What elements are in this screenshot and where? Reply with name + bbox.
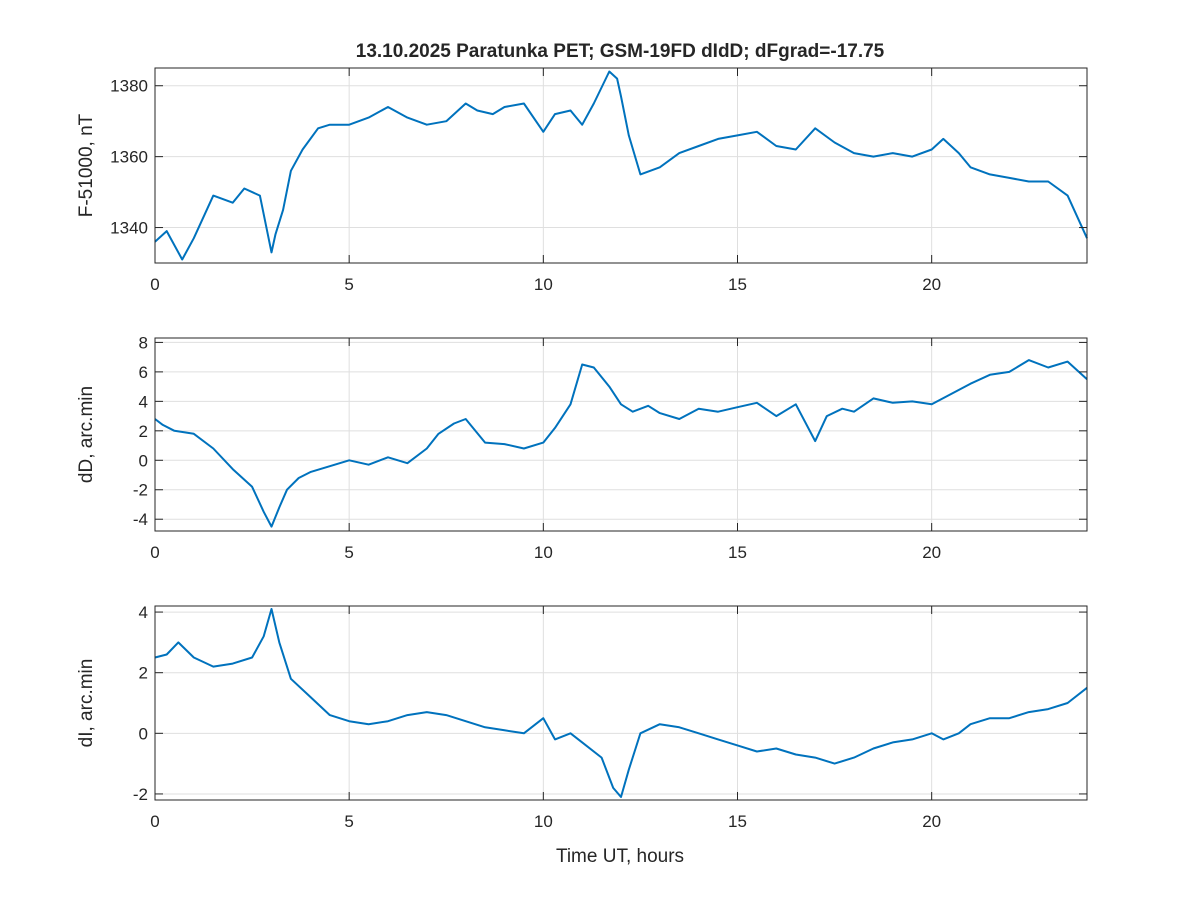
y-tick-label: 1340 (110, 219, 148, 238)
y-tick-label: 2 (139, 422, 148, 441)
x-tick-label: 20 (922, 812, 941, 831)
subplot-f: 0 5 10 15 20 1340 1360 1380 F-51000, nT (76, 67, 1088, 294)
x-tick-label: 10 (534, 812, 553, 831)
y-axis-label: dD, arc.min (76, 386, 97, 483)
y-axis-label: dI, arc.min (76, 659, 97, 748)
x-tick-label: 15 (728, 275, 747, 294)
series-line-di (154, 608, 1088, 798)
axes-frame (154, 67, 1088, 264)
y-tick-label: 1360 (110, 148, 148, 167)
x-tick-label: 10 (534, 543, 553, 562)
y-axis-label: F-51000, nT (76, 113, 97, 217)
series-line-f (154, 70, 1088, 261)
chart-title: 13.10.2025 Paratunka PET; GSM-19FD dIdD;… (356, 41, 885, 62)
y-tick-label: 1380 (110, 77, 148, 96)
subplot-dd: 0 5 10 15 20 -4 -2 0 2 4 6 8 dD, arc.min (76, 333, 1088, 562)
x-tick-label: 5 (344, 275, 353, 294)
x-tick-label: 5 (344, 543, 353, 562)
x-tick-label: 20 (922, 275, 941, 294)
y-tick-label: -2 (133, 481, 148, 500)
series-line-dd (154, 359, 1088, 528)
y-tick-label: -4 (133, 510, 148, 529)
y-tick-label: 2 (139, 664, 148, 683)
y-tick-label: 6 (139, 363, 148, 382)
x-tick-label: 10 (534, 275, 553, 294)
axes-frame (154, 605, 1088, 801)
axes-frame (154, 337, 1088, 532)
x-tick-label: 5 (344, 812, 353, 831)
x-tick-label: 0 (150, 812, 159, 831)
x-tick-label: 20 (922, 543, 941, 562)
x-tick-label: 15 (728, 812, 747, 831)
y-tick-label: 4 (139, 603, 148, 622)
y-tick-label: 8 (139, 333, 148, 352)
y-tick-label: 0 (139, 451, 148, 470)
x-axis-label: Time UT, hours (556, 846, 684, 867)
y-tick-label: 4 (139, 392, 148, 411)
x-tick-label: 0 (150, 543, 159, 562)
y-tick-label: -2 (133, 785, 148, 804)
y-tick-label: 0 (139, 724, 148, 743)
x-tick-label: 0 (150, 275, 159, 294)
x-tick-label: 15 (728, 543, 747, 562)
